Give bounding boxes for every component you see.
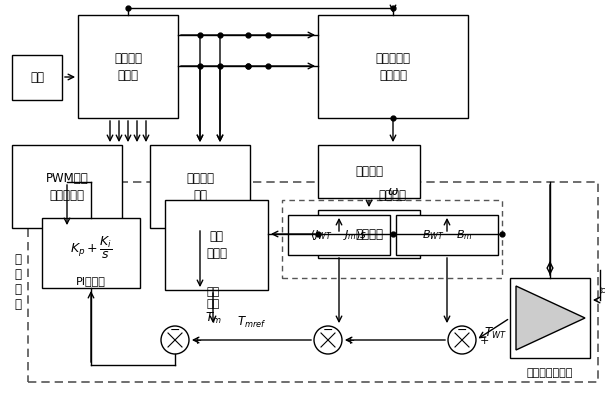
Bar: [150, 145, 250, 228]
Text: 实时
转矩: 实时 转矩: [206, 287, 220, 309]
Text: 转矩补偿: 转矩补偿: [378, 188, 406, 201]
Text: $+$: $+$: [345, 335, 355, 346]
Text: $K_p+\dfrac{K_i}{s}$: $K_p+\dfrac{K_i}{s}$: [70, 235, 112, 261]
Text: $\omega$: $\omega$: [387, 185, 399, 198]
Text: 风轮机模拟
用电动机: 风轮机模拟 用电动机: [376, 52, 411, 82]
Text: 速度计算: 速度计算: [355, 227, 383, 240]
Text: $-$: $-$: [456, 323, 468, 336]
Bar: [510, 278, 590, 358]
Bar: [165, 200, 268, 290]
Text: 风轮机转矩计算: 风轮机转矩计算: [527, 368, 573, 378]
Bar: [12, 55, 62, 100]
Bar: [42, 218, 140, 288]
Bar: [396, 215, 498, 255]
Bar: [282, 200, 502, 278]
Bar: [288, 215, 390, 255]
Text: PWM产生
和驱动装置: PWM产生 和驱动装置: [45, 171, 88, 201]
Text: 电压电流
采样: 电压电流 采样: [186, 171, 214, 201]
Text: PI控制器: PI控制器: [76, 276, 106, 286]
Text: $T_m$: $T_m$: [204, 310, 221, 325]
Bar: [318, 15, 468, 118]
Text: $B_{WT}-B_m$: $B_{WT}-B_m$: [422, 228, 473, 242]
Bar: [318, 145, 420, 198]
Text: $T_{mref}$: $T_{mref}$: [237, 315, 267, 330]
Text: $(J_{WT}-J_m)s$: $(J_{WT}-J_m)s$: [310, 228, 368, 242]
Text: 电源: 电源: [30, 71, 44, 84]
Polygon shape: [516, 286, 585, 350]
Text: $+$: $+$: [192, 335, 202, 346]
Text: 风速$v$: 风速$v$: [600, 285, 605, 295]
Text: 三相全桥
逆变器: 三相全桥 逆变器: [114, 52, 142, 82]
Text: $-$: $-$: [322, 323, 333, 336]
Text: $-$: $-$: [169, 323, 180, 336]
Text: $+$: $+$: [479, 335, 489, 346]
Bar: [78, 15, 178, 118]
Text: 控
制
电
路: 控 制 电 路: [15, 253, 22, 311]
Text: 位置检测: 位置检测: [355, 165, 383, 178]
Text: 转矩
观测器: 转矩 观测器: [206, 230, 227, 260]
Bar: [28, 182, 598, 382]
Bar: [318, 210, 420, 258]
Text: $T_{WT}$: $T_{WT}$: [484, 325, 507, 340]
Bar: [12, 145, 122, 228]
